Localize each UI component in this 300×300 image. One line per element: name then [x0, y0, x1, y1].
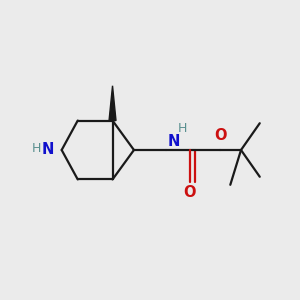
Polygon shape: [109, 86, 116, 121]
Text: N: N: [167, 134, 180, 149]
Text: O: O: [183, 185, 196, 200]
Text: N: N: [41, 142, 54, 158]
Text: H: H: [32, 142, 42, 155]
Text: O: O: [215, 128, 227, 143]
Text: H: H: [178, 122, 188, 135]
